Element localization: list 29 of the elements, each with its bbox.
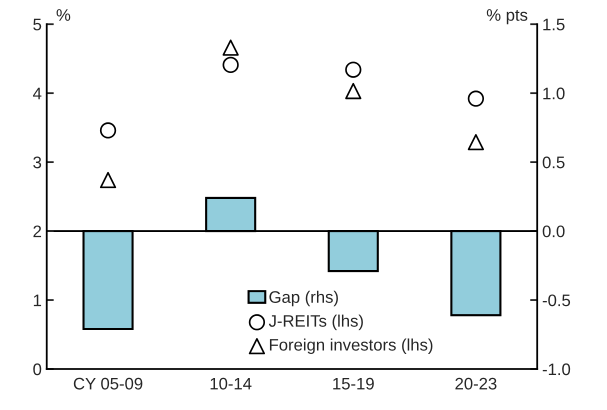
y-tick-label: 1	[34, 294, 42, 306]
point	[222, 56, 239, 73]
x-tick-label: CY 05-09	[74, 378, 142, 390]
legend-label: J-REITs (lhs)	[268, 314, 363, 330]
y2-tick-label: 1.5	[543, 18, 565, 30]
y-tick-label: 3	[33, 156, 42, 168]
x-tick-label: 20-23	[455, 378, 496, 390]
y2-tick-label: -1.0	[542, 363, 570, 376]
y-tick-label: 0	[33, 363, 42, 376]
point	[345, 62, 362, 78]
y-tick-label: 5	[33, 18, 42, 30]
y2-axis-title: % pts	[486, 9, 528, 24]
legend-label: Foreign investors (lhs)	[270, 338, 432, 354]
y-axis-title: %	[56, 9, 70, 21]
y2-tick-label: 1.0	[543, 88, 565, 100]
y-tick-label: 2	[33, 225, 42, 238]
point	[222, 40, 239, 56]
point	[468, 134, 484, 150]
y-tick-label: 4	[32, 88, 42, 100]
x-tick-label: 10-14	[210, 378, 252, 390]
y2-tick-label: 0.5	[542, 156, 565, 168]
y2-tick-label: -0.5	[542, 294, 570, 306]
y2-tick-label: 0.0	[542, 225, 565, 238]
legend-label: Gap (rhs)	[269, 290, 338, 306]
point	[345, 82, 362, 100]
point	[468, 90, 484, 107]
x-tick-label: 15-19	[333, 378, 374, 390]
point	[100, 172, 116, 188]
point	[100, 122, 116, 139]
